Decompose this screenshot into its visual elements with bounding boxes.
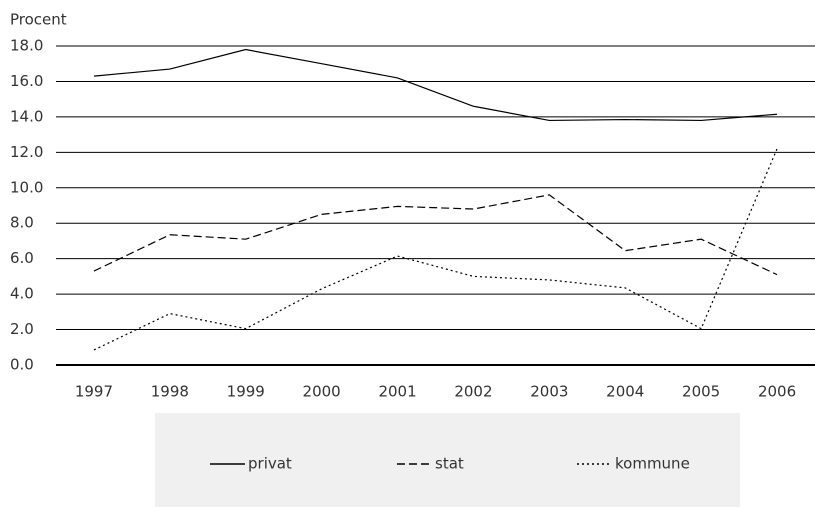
y-tick-label: 12.0 — [10, 143, 43, 161]
y-tick-label: 0.0 — [10, 356, 34, 374]
x-tick-label: 2003 — [530, 383, 568, 401]
series-line — [93, 194, 778, 276]
y-tick-label: 8.0 — [10, 214, 34, 232]
x-tick-label: 1999 — [227, 383, 265, 401]
y-tick-label: 18.0 — [10, 37, 43, 55]
x-tick-label: 1997 — [75, 383, 113, 401]
y-tick-label: 4.0 — [10, 285, 34, 303]
y-tick-label: 16.0 — [10, 72, 43, 90]
x-tick-label: 2002 — [454, 383, 492, 401]
x-tick-label: 2001 — [378, 383, 416, 401]
legend-label: kommune — [615, 455, 690, 473]
x-tick-label: 2000 — [303, 383, 341, 401]
series-line — [93, 148, 778, 351]
x-tick-label: 2005 — [682, 383, 720, 401]
y-tick-label: 6.0 — [10, 249, 34, 267]
x-tick-label: 2004 — [606, 383, 644, 401]
x-tick-label: 1998 — [151, 383, 189, 401]
legend-box — [155, 413, 740, 507]
y-tick-label: 2.0 — [10, 320, 34, 338]
series-line — [93, 48, 778, 122]
x-tick-label: 2006 — [758, 383, 796, 401]
legend-label: stat — [435, 455, 464, 473]
legend-label: privat — [248, 455, 292, 473]
y-tick-label: 14.0 — [10, 107, 43, 125]
y-tick-label: 10.0 — [10, 178, 43, 196]
y-axis-label: Procent — [10, 11, 67, 29]
